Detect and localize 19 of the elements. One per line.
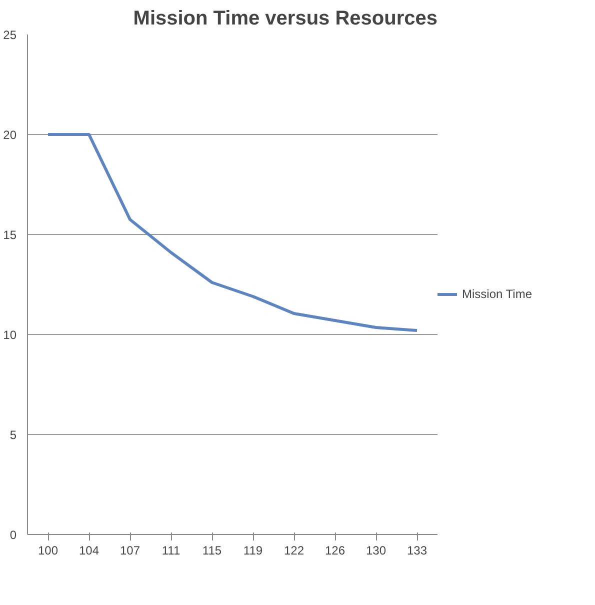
legend-label: Mission Time — [462, 287, 532, 301]
y-tick-label: 15 — [3, 228, 17, 242]
x-tick-label: 119 — [243, 544, 263, 558]
x-tick-label: 130 — [366, 544, 386, 558]
line-series — [46, 133, 418, 332]
y-tick-label: 5 — [10, 428, 17, 442]
y-tick-label: 25 — [3, 28, 17, 42]
y-tick-label: 10 — [3, 328, 17, 342]
y-tick-label: 0 — [10, 528, 17, 542]
y-tick-label: 20 — [3, 128, 17, 142]
x-tick-label: 115 — [202, 544, 222, 558]
x-tick-label: 122 — [284, 544, 304, 558]
x-tick-label: 104 — [78, 544, 100, 558]
x-tick-label: 126 — [324, 544, 346, 558]
x-tick-label: 100 — [38, 544, 58, 558]
chart-title: Mission Time versus Resources — [133, 8, 438, 30]
x-tick-label: 133 — [406, 544, 428, 558]
x-tick-label: 111 — [162, 544, 180, 558]
x-tick-label: 107 — [120, 544, 140, 558]
